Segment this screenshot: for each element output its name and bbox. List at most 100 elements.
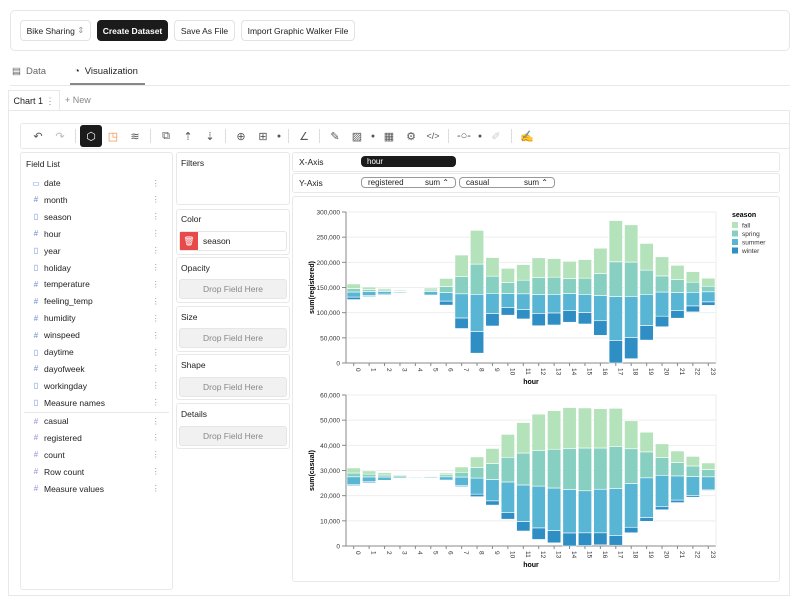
more-vertical-icon[interactable]: ⋮ xyxy=(151,397,161,408)
hash-icon: # xyxy=(33,484,39,494)
more-vertical-icon[interactable]: ⋮ xyxy=(151,211,161,222)
more-vertical-icon[interactable]: ⋮ xyxy=(151,278,161,289)
bar-summer-hour-0 xyxy=(346,476,361,485)
zoom-in-icon[interactable]: ⊕ xyxy=(236,130,246,143)
sort-ascending-icon[interactable]: ⇡ xyxy=(183,130,193,143)
x-tick-label: 10 xyxy=(508,551,515,559)
details-drop-zone[interactable]: Drop Field Here xyxy=(179,426,287,446)
field-item-humidity[interactable]: # humidity ⋮ xyxy=(32,312,161,324)
text-file-icon: ▯ xyxy=(33,212,39,222)
bar-spring-hour-6 xyxy=(439,286,454,293)
transpose-icon[interactable]: ⧉ xyxy=(162,129,170,142)
field-item-measure-names[interactable]: ▯ Measure names ⋮ xyxy=(32,397,161,408)
field-item-winspeed[interactable]: # winspeed ⋮ xyxy=(32,329,161,341)
field-item-hour[interactable]: # hour ⋮ xyxy=(32,228,161,239)
y-axis-field-pill-registered[interactable]: registered sum ⌃ xyxy=(361,177,456,188)
more-vertical-icon[interactable]: ⋮ xyxy=(151,245,161,256)
more-vertical-icon[interactable]: ⋮ xyxy=(151,363,161,374)
field-item-workingday[interactable]: ▯ workingday ⋮ xyxy=(32,380,161,391)
field-item-date[interactable]: ▭ date ⋮ xyxy=(32,177,161,189)
settings-dot-icon[interactable]: ● xyxy=(276,132,282,140)
more-vertical-icon[interactable]: ⋮ xyxy=(151,380,161,391)
more-vertical-icon[interactable]: ⋮ xyxy=(151,466,161,477)
stack-mode-icon[interactable]: ◳ xyxy=(107,130,119,143)
more-vertical-icon[interactable]: ⋮ xyxy=(151,262,161,272)
import-file-button[interactable]: Import Graphic Walker File xyxy=(241,20,355,41)
x-axis-field-pill[interactable]: hour xyxy=(361,156,456,167)
more-vertical-icon[interactable]: ⋮ xyxy=(151,228,161,239)
more-vertical-icon[interactable]: ⋮ xyxy=(151,346,161,357)
layout-size-icon[interactable]: ⊞ xyxy=(258,130,268,143)
shape-drop-zone[interactable]: Drop Field Here xyxy=(179,377,287,397)
field-item-dayofweek[interactable]: # dayofweek ⋮ xyxy=(32,363,161,374)
y-axis-field-pill-casual[interactable]: casual sum ⌃ xyxy=(459,177,555,188)
bar-fall-hour-23 xyxy=(701,462,716,470)
bar-winter-hour-20 xyxy=(655,506,670,511)
settings-dot-icon[interactable]: ● xyxy=(370,132,376,140)
chart-tab-1[interactable]: Chart 1 ⋮ xyxy=(8,90,60,111)
table-icon[interactable]: ▦ xyxy=(383,130,395,143)
more-vertical-icon[interactable]: ⋮ xyxy=(151,177,161,188)
trash-icon[interactable]: 🗑 xyxy=(180,232,198,250)
create-dataset-button[interactable]: Create Dataset xyxy=(97,20,168,41)
divider xyxy=(24,412,169,413)
measure-icon[interactable]: ∠ xyxy=(299,130,309,143)
opacity-drop-zone[interactable]: Drop Field Here xyxy=(179,279,287,299)
chart-pie-icon: ◔ xyxy=(74,66,80,77)
aggregation-select[interactable]: sum ⌃ xyxy=(523,178,548,187)
settings-dot-icon[interactable]: ● xyxy=(477,132,483,140)
field-item-measure-values[interactable]: # Measure values ⋮ xyxy=(32,483,161,494)
more-vertical-icon[interactable]: ⋮ xyxy=(151,432,161,443)
new-chart-button[interactable]: + New xyxy=(65,95,91,105)
gear-icon[interactable]: ⚙ xyxy=(406,130,416,143)
field-item-feeling_temp[interactable]: # feeling_temp ⋮ xyxy=(32,295,161,307)
axis-line-icon[interactable]: -○- xyxy=(457,130,471,142)
layers-icon[interactable]: ≋ xyxy=(130,130,140,143)
sort-descending-icon[interactable]: ⇣ xyxy=(205,130,215,143)
field-item-row-count[interactable]: # Row count ⋮ xyxy=(32,466,161,477)
color-field-pill[interactable]: 🗑 season xyxy=(179,231,287,251)
x-axis-title: hour xyxy=(523,379,539,386)
redo-icon[interactable]: ↷ xyxy=(55,130,65,143)
field-item-month[interactable]: # month ⋮ xyxy=(32,194,161,205)
color-panel xyxy=(176,209,290,255)
more-vertical-icon[interactable]: ⋮ xyxy=(151,194,161,205)
field-item-year[interactable]: ▯ year ⋮ xyxy=(32,245,161,256)
mark-type-icon[interactable]: ⬡ xyxy=(80,125,102,147)
more-vertical-icon[interactable]: ⋮ xyxy=(151,312,161,323)
bar-summer-hour-17 xyxy=(608,296,623,341)
field-item-season[interactable]: ▯ season ⋮ xyxy=(32,211,161,222)
paint-brush-icon[interactable]: ✍ xyxy=(520,130,534,143)
field-item-daytime[interactable]: ▯ daytime ⋮ xyxy=(32,346,161,358)
more-vertical-icon[interactable]: ⋮ xyxy=(151,449,161,460)
field-item-holiday[interactable]: ▯ holiday ⋮ xyxy=(32,262,161,273)
tab-data[interactable]: ▤ Data xyxy=(12,66,46,77)
code-icon[interactable]: </> xyxy=(426,131,440,141)
dataset-select[interactable]: Bike Sharing ⇕ xyxy=(20,20,91,41)
field-item-temperature[interactable]: # temperature ⋮ xyxy=(32,278,161,290)
field-item-registered[interactable]: # registered ⋮ xyxy=(32,432,161,443)
aggregation-select[interactable]: sum ⌃ xyxy=(424,178,449,187)
bar-winter-hour-14 xyxy=(562,310,577,323)
size-drop-zone[interactable]: Drop Field Here xyxy=(179,328,287,348)
more-vertical-icon[interactable]: ⋮ xyxy=(151,483,161,494)
save-as-file-button[interactable]: Save As File xyxy=(174,20,235,41)
bar-winter-hour-0 xyxy=(346,296,361,300)
bar-winter-hour-14 xyxy=(562,532,577,547)
field-item-count[interactable]: # count ⋮ xyxy=(32,449,161,460)
more-vertical-icon[interactable]: ⋮ xyxy=(151,329,161,340)
more-vertical-icon[interactable]: ⋮ xyxy=(45,95,55,106)
more-vertical-icon[interactable]: ⋮ xyxy=(151,415,161,426)
bar-spring-hour-12 xyxy=(531,277,546,295)
undo-icon[interactable]: ↶ xyxy=(33,130,43,143)
bar-fall-hour-13 xyxy=(547,258,562,278)
bar-summer-hour-10 xyxy=(500,293,515,308)
image-export-icon[interactable]: ▨ xyxy=(351,130,363,143)
more-vertical-icon[interactable]: ⋮ xyxy=(151,295,161,306)
filters-panel[interactable] xyxy=(176,152,290,205)
bar-summer-hour-14 xyxy=(562,489,577,534)
brush-icon[interactable]: ✎ xyxy=(330,130,340,143)
tab-visualization[interactable]: ◔ Visualization xyxy=(74,66,138,77)
field-item-casual[interactable]: # casual ⋮ xyxy=(32,415,161,427)
pencil-icon[interactable]: ✐ xyxy=(491,130,501,143)
